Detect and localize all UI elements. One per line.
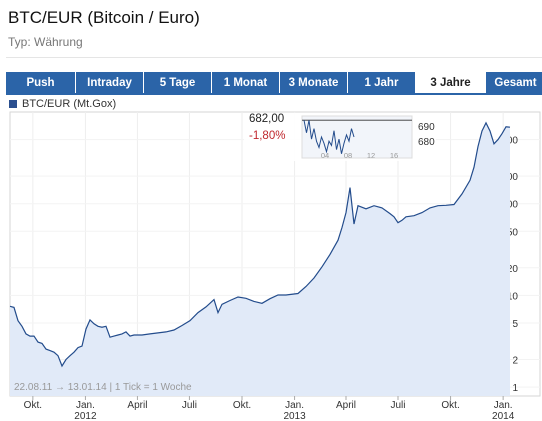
tab-3-monate[interactable]: 3 Monate <box>280 72 348 94</box>
x-year-label: 2013 <box>283 411 306 421</box>
y-tick-label: 1 <box>512 383 518 394</box>
legend-swatch <box>9 100 17 108</box>
tab-push[interactable]: Push <box>6 72 76 94</box>
x-tick-label: Juli <box>390 400 405 411</box>
x-year-label: 2012 <box>74 411 97 421</box>
x-tick-label: Jan. <box>76 400 95 411</box>
x-tick-label: Jan. <box>494 400 513 411</box>
x-tick-label: Okt. <box>24 400 42 411</box>
page-title: BTC/EUR (Bitcoin / Euro) <box>8 8 200 27</box>
price-change: -1,80% <box>249 130 286 142</box>
tab-intraday[interactable]: Intraday <box>76 72 144 94</box>
x-tick-label: Jan. <box>285 400 304 411</box>
x-tick-label: Juli <box>182 400 197 411</box>
y-tick-label: 2 <box>512 356 518 367</box>
legend-label: BTC/EUR (Mt.Gox) <box>22 98 117 110</box>
tab-1-jahr[interactable]: 1 Jahr <box>348 72 416 94</box>
page-subtitle: Typ: Währung <box>8 35 83 49</box>
y-tick-label: 50 <box>507 227 519 238</box>
x-year-label: 2014 <box>492 411 515 421</box>
tab-3-jahre[interactable]: 3 Jahre <box>416 72 486 94</box>
series-area <box>10 122 510 397</box>
last-price: 682,00 <box>249 113 285 125</box>
x-tick-label: Okt. <box>233 400 251 411</box>
y-tick-label: 10 <box>507 291 519 302</box>
y-tick-label: 5 <box>512 319 518 330</box>
tab-underline <box>6 93 542 95</box>
y-tick-label: 20 <box>507 264 519 275</box>
footer-note: 22.08.11 → 13.01.14 | 1 Tick = 1 Woche <box>14 382 192 393</box>
chart-legend: BTC/EUR (Mt.Gox) <box>9 98 116 110</box>
tab-1-monat[interactable]: 1 Monat <box>212 72 280 94</box>
tab-5-tage[interactable]: 5 Tage <box>144 72 212 94</box>
timeframe-tabs: Push Intraday 5 Tage 1 Monat 3 Monate 1 … <box>6 72 542 94</box>
header-divider <box>6 57 542 58</box>
x-tick-label: Okt. <box>441 400 459 411</box>
series-line <box>9 121 511 368</box>
tab-gesamt[interactable]: Gesamt <box>486 72 542 94</box>
x-tick-label: April <box>127 400 147 411</box>
x-tick-label: April <box>336 400 356 411</box>
